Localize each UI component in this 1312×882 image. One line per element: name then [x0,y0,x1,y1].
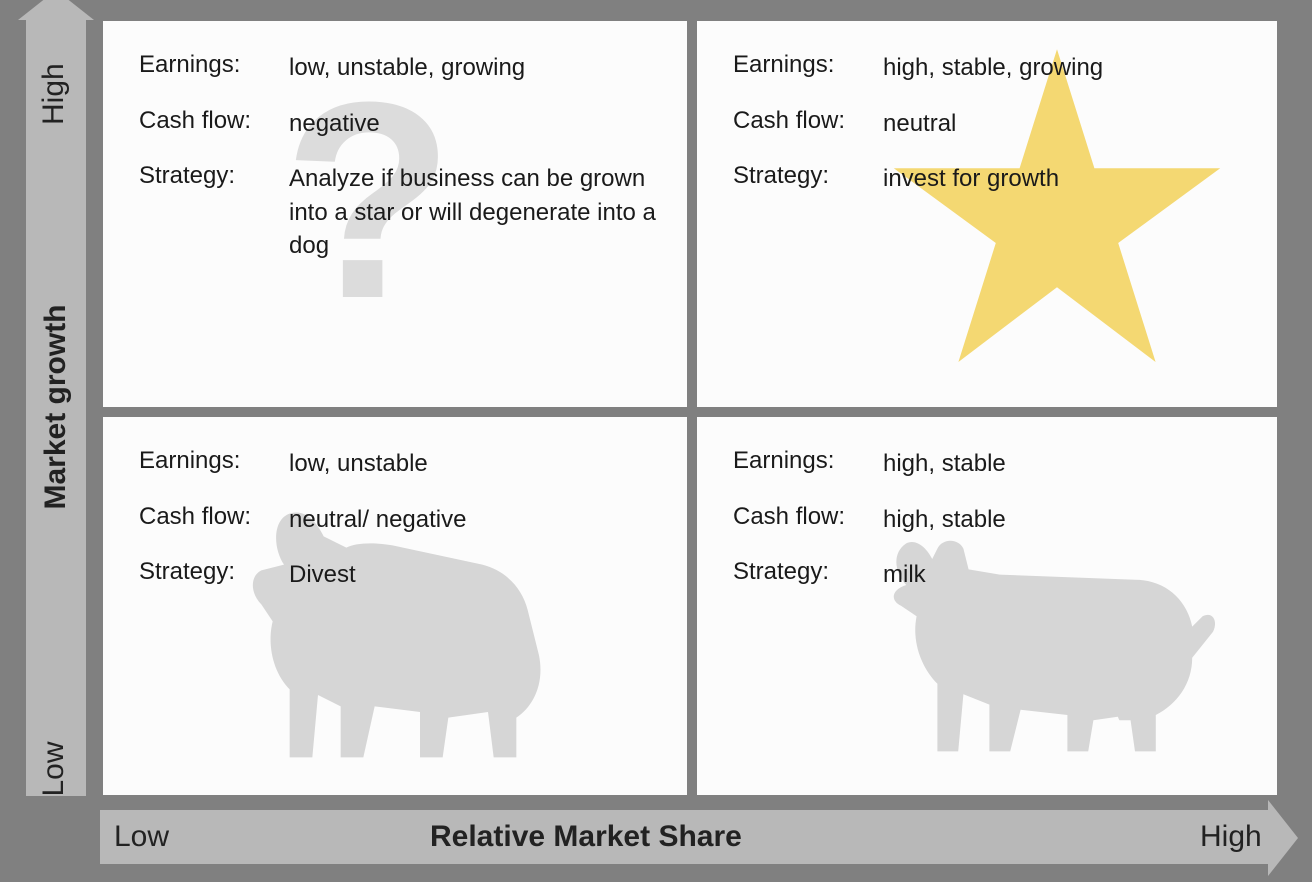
y-axis-title: Market growth [39,277,73,537]
cashflow-value: neutral [883,107,1249,141]
earnings-label: Earnings: [139,447,289,481]
strategy-label: Strategy: [139,162,289,263]
earnings-label: Earnings: [733,51,883,85]
strategy-label: Strategy: [733,558,883,592]
earnings-label: Earnings: [733,447,883,481]
y-axis-low-label: Low [37,739,71,799]
cashflow-label: Cash flow: [139,503,289,537]
star-icon [877,39,1237,379]
cashflow-value: high, stable [883,503,1249,537]
x-axis-high-label: High [1200,820,1262,854]
cow-icon [867,507,1247,767]
earnings-value: high, stable [883,447,1249,481]
quadrant-star: Earnings: high, stable, growing Cash flo… [694,18,1280,410]
x-axis-low-label: Low [114,820,169,854]
cashflow-label: Cash flow: [139,107,289,141]
quadrant-cash-cow: Earnings: high, stable Cash flow: high, … [694,414,1280,798]
x-axis-title: Relative Market Share [430,820,742,854]
strategy-value: Divest [289,558,659,592]
earnings-value: low, unstable [289,447,659,481]
strategy-value: milk [883,558,1249,592]
strategy-value: invest for growth [883,162,1249,196]
earnings-value: high, stable, growing [883,51,1249,85]
earnings-label: Earnings: [139,51,289,85]
y-axis-arrow-icon [18,0,94,20]
strategy-label: Strategy: [733,162,883,196]
strategy-label: Strategy: [139,558,289,592]
cashflow-value: neutral/ negative [289,503,659,537]
quadrant-question-mark: ? Earnings: low, unstable, growing Cash … [100,18,690,410]
x-axis-arrow-icon [1268,800,1298,876]
earnings-value: low, unstable, growing [289,51,659,85]
cashflow-label: Cash flow: [733,107,883,141]
y-axis-high-label: High [37,65,71,125]
strategy-value: Analyze if business can be grown into a … [289,162,659,263]
cashflow-value: negative [289,107,659,141]
quadrant-dog: Earnings: low, unstable Cash flow: neutr… [100,414,690,798]
cashflow-label: Cash flow: [733,503,883,537]
bcg-matrix: ? Earnings: low, unstable, growing Cash … [100,18,1280,798]
